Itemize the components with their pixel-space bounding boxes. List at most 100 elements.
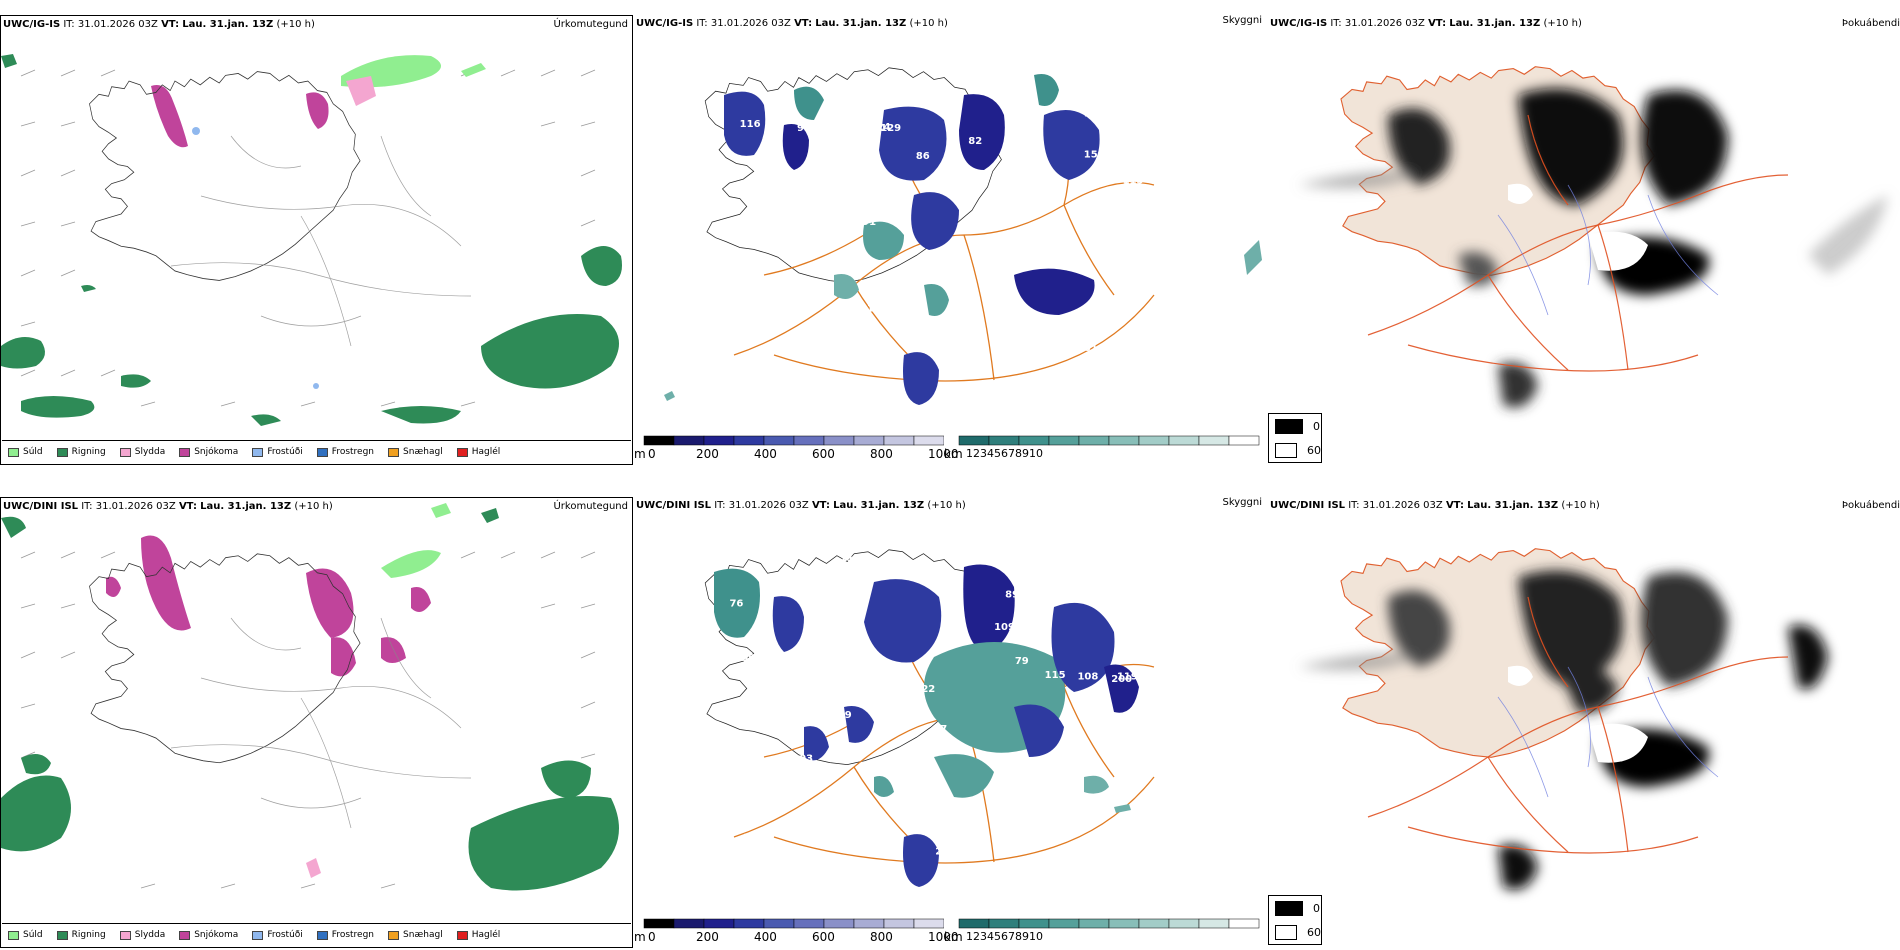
visibility-tick-label: 1 — [966, 447, 973, 460]
precip-legend-item: Frostregn — [316, 447, 375, 457]
ceiling-value-label: 99 — [741, 653, 755, 664]
panel-title-precip-2: UWC/DINI ISL IT: 31.01.2026 03Z VT: Lau.… — [3, 501, 333, 512]
ceiling-value-label: 70 — [1058, 798, 1072, 809]
precip-type-map-1 — [1, 54, 622, 426]
ceiling-value-label: 109 — [994, 622, 1015, 633]
fog-legend-swatch — [1275, 924, 1297, 940]
ceiling-color-cell — [703, 435, 735, 446]
legend-label: Snjókoma — [194, 447, 239, 457]
ceiling-value-label: 101 — [1077, 343, 1098, 354]
precip-legend-2: Súld Rigning Slydda Snjókoma Frostúði Frostre… — [2, 923, 631, 946]
visibility-tick-label: 2 — [973, 930, 980, 943]
panel-title-precip-1: UWC/IG-IS IT: 31.01.2026 03Z VT: Lau. 31… — [3, 19, 315, 30]
visibility-color-cell — [1138, 918, 1170, 929]
cloud-panel-2: UWC/DINI ISL IT: 31.01.2026 03Z VT: Lau.… — [634, 497, 1264, 948]
ceiling-color-cell — [643, 435, 675, 446]
ceiling-color-cell — [733, 435, 765, 446]
legend-label: Frostregn — [331, 930, 375, 940]
legend-label: Frostregn — [331, 447, 375, 457]
ceiling-value-label: 95 — [797, 123, 811, 134]
fog-legend-swatch — [1275, 442, 1297, 458]
fog-legend-item: 60 — [1269, 920, 1321, 944]
ceiling-unit: m — [634, 930, 646, 944]
legend-swatch — [8, 930, 19, 940]
visibility-unit: km — [944, 447, 963, 461]
legend-label: Slydda — [134, 447, 166, 457]
visibility-tick-label: 4 — [987, 447, 994, 460]
visibility-color-cell — [958, 435, 990, 446]
precip-legend-item: Rigning — [56, 447, 106, 457]
legend-swatch — [252, 447, 264, 457]
fog-map-1 — [1298, 35, 1888, 408]
fog-panel-1: UWC/IG-IS IT: 31.01.2026 03Z VT: Lau. 31… — [1268, 15, 1900, 465]
fog-legend-swatch — [1275, 418, 1303, 434]
ceiling-tick-label: 200 — [696, 930, 719, 944]
ceiling-value-label: 97 — [786, 317, 800, 328]
visibility-tick-label: 3 — [980, 930, 987, 943]
ceiling-value-label: 176 — [733, 185, 754, 196]
cloud-map-2: 113 89 200 108 77 85 76 109 98 62 122 58 208 199 21817… — [634, 517, 1155, 887]
visibility-tick-label: 2 — [973, 447, 980, 460]
ceiling-value-label: 108 — [1077, 672, 1098, 683]
legend-label: Haglél — [471, 447, 501, 457]
ceiling-value-label: 157 — [884, 675, 905, 686]
ceiling-color-cell — [673, 435, 705, 446]
visibility-color-cell — [1078, 918, 1110, 929]
legend-label: Haglél — [471, 930, 501, 940]
ceiling-value-label: 85 — [762, 696, 776, 707]
visibility-color-cell — [1108, 918, 1140, 929]
legend-swatch — [56, 930, 68, 940]
ceiling-value-label: 87 — [751, 284, 765, 295]
ceiling-value-label: 122 — [914, 684, 935, 695]
ceiling-value-label: 200 — [1111, 674, 1132, 685]
ceiling-value-label: 115 — [1045, 670, 1066, 681]
precip-legend-item: Slydda — [119, 447, 166, 457]
ceiling-color-cell — [883, 435, 915, 446]
legend-swatch — [119, 447, 131, 457]
ceiling-value-label: 115 — [1123, 176, 1144, 187]
panel-title-cloud-2: UWC/DINI ISL IT: 31.01.2026 03Z VT: Lau.… — [636, 500, 966, 511]
ceiling-value-label: 89 — [1005, 590, 1019, 601]
precip-type-panel-2: UWC/DINI ISL IT: 31.01.2026 03Z VT: Lau.… — [0, 497, 633, 948]
visibility-tick-label: 8 — [1015, 930, 1022, 943]
ceiling-color-cell — [913, 918, 944, 929]
ceiling-value-label: 112 — [796, 282, 817, 293]
panel-type-precip-2: Úrkomutegund — [553, 501, 628, 512]
ceiling-value-label: 129 — [880, 123, 901, 134]
ceiling-value-label: 43 — [1047, 343, 1061, 354]
fog-legend-swatch — [1275, 900, 1303, 916]
fog-legend-1: 0 60 — [1268, 413, 1322, 463]
cloud-panel-1: UWC/IG-IS IT: 31.01.2026 03Z VT: Lau. 31… — [634, 15, 1264, 465]
ceiling-value-label: 77 — [933, 724, 947, 735]
legend-label: Frostúði — [267, 930, 303, 940]
ceiling-value-label: 105 — [867, 304, 888, 315]
ceiling-color-cell — [763, 435, 795, 446]
cloud-labels-1: 101 176 108 91 82 69 124 86 87 22 100 97 129 89 85 116 1… — [716, 79, 1144, 359]
ceiling-color-cell — [643, 918, 675, 929]
visibility-tick-label: 8 — [1015, 447, 1022, 460]
ceiling-tick-label: 0 — [648, 930, 656, 944]
panel-title-cloud-1: UWC/IG-IS IT: 31.01.2026 03Z VT: Lau. 31… — [636, 18, 948, 29]
legend-swatch — [316, 447, 328, 457]
ceiling-tick-label: 200 — [696, 447, 719, 461]
visibility-tick-label: 9 — [1022, 447, 1029, 460]
ceiling-tick-label: 0 — [648, 447, 656, 461]
ceiling-value-label: 91 — [862, 217, 876, 228]
ceiling-value-label: 138 — [733, 775, 754, 786]
ceiling-value-label: 100 — [867, 201, 888, 212]
ceiling-value-label: 108 — [1084, 109, 1105, 120]
ceiling-color-cell — [703, 918, 735, 929]
ceiling-color-cell — [853, 918, 885, 929]
ceiling-color-cell — [823, 435, 855, 446]
panel-type-precip-1: Úrkomutegund — [553, 19, 628, 30]
ceiling-value-label: 85 — [1005, 248, 1019, 259]
ceiling-tick-label: 1000 — [928, 447, 959, 461]
legend-swatch — [8, 447, 19, 457]
visibility-color-cell — [1228, 918, 1260, 929]
visibility-tick-label: 4 — [987, 930, 994, 943]
panel-type-fog-2: Þokuábendi — [1841, 500, 1900, 511]
fog-map-2 — [1298, 517, 1828, 890]
precip-type-map-2 — [1, 503, 619, 891]
visibility-tick-label: 3 — [980, 447, 987, 460]
cloud-map-1: 101 176 108 91 82 69 124 86 87 22 100 97 129 89 85 116 1… — [664, 35, 1262, 405]
